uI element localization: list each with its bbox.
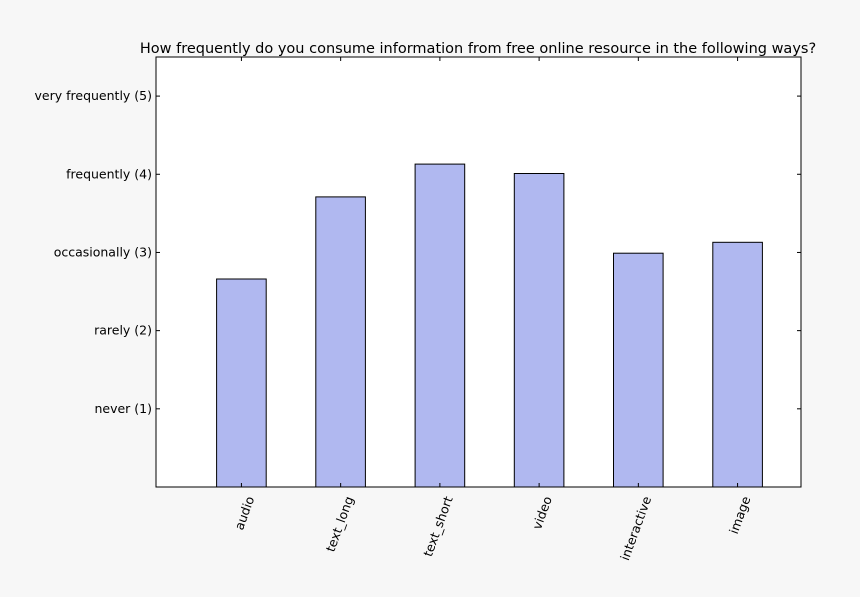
x-tick-label-video: video [529,494,555,531]
y-tick-label-1: never (1) [94,401,152,416]
y-tick-label-3: occasionally (3) [54,244,152,259]
bar-audio [216,278,267,488]
bars-group [216,163,763,488]
y-tick-label-2: rarely (2) [94,323,152,338]
y-axis: never (1) rarely (2) occasionally (3) frequ… [35,88,801,416]
x-tick-label-image: image [726,494,754,536]
bar-text_short [414,163,466,488]
chart-title: How frequently do you consume informatio… [140,41,816,57]
x-tick-label-text_long: text_long [323,494,357,554]
x-tick-label-audio: audio [231,494,257,532]
bar-interactive [613,252,664,488]
bar-image [712,241,763,488]
bar-video [513,173,565,488]
y-tick-label-4: frequently (4) [66,166,152,181]
bar-text_long [315,196,366,488]
x-tick-label-text_short: text_short [420,494,456,558]
x-tick-label-interactive: interactive [617,494,654,562]
y-tick-label-5: very frequently (5) [35,88,152,103]
